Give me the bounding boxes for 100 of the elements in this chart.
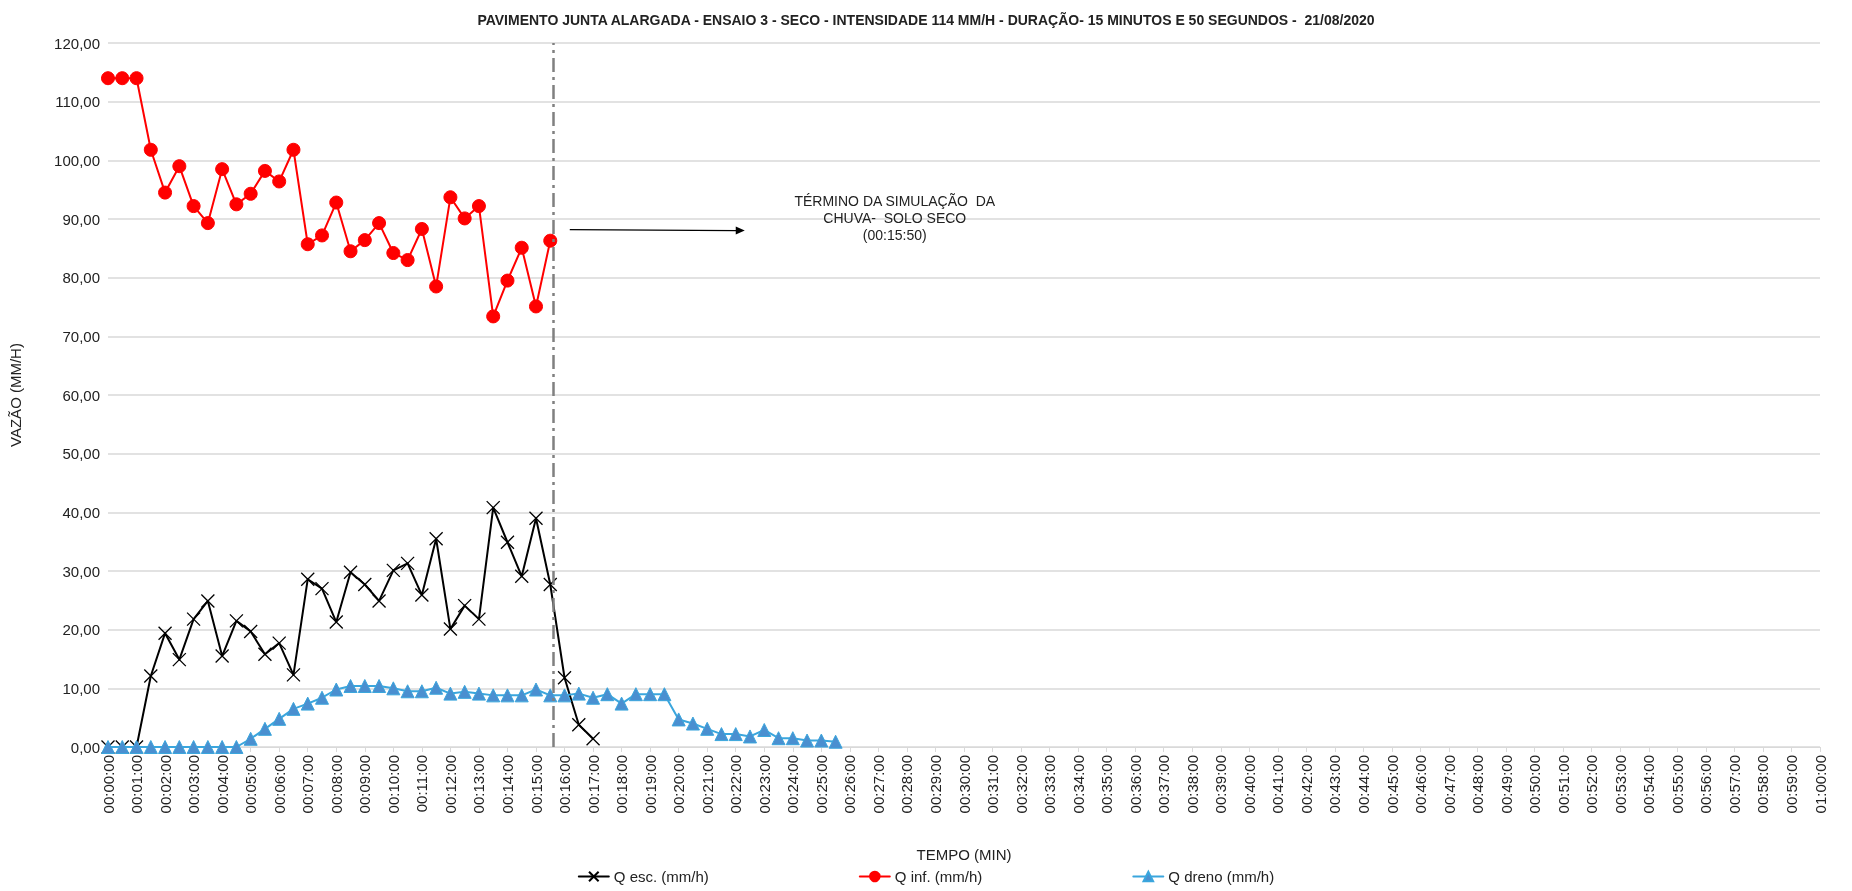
x-tick-label: 00:11:00 bbox=[413, 755, 431, 813]
point bbox=[286, 701, 301, 716]
x-tick-label: 00:06:00 bbox=[270, 755, 288, 814]
point bbox=[571, 686, 586, 701]
y-tick-label: 80,00 bbox=[62, 269, 100, 287]
point bbox=[671, 712, 686, 727]
point bbox=[457, 598, 472, 613]
point bbox=[300, 696, 315, 711]
x-tick-label: 00:15:00 bbox=[527, 755, 545, 814]
point bbox=[186, 740, 201, 754]
x-tick-label: 00:31:00 bbox=[984, 755, 1002, 814]
y-tick-label: 40,00 bbox=[62, 503, 100, 521]
point bbox=[743, 729, 757, 744]
y-tick-label: 110,00 bbox=[55, 93, 100, 111]
point bbox=[414, 684, 429, 699]
point bbox=[571, 717, 586, 732]
x-tick-label: 00:20:00 bbox=[670, 755, 688, 814]
point bbox=[614, 696, 629, 711]
x-tick-label: 00:54:00 bbox=[1640, 755, 1658, 814]
point bbox=[386, 246, 401, 261]
point bbox=[757, 722, 772, 737]
x-tick-label: 00:44:00 bbox=[1354, 755, 1372, 814]
x-tick-label: 01:00:00 bbox=[1811, 755, 1829, 814]
point bbox=[429, 680, 444, 695]
x-tick-label: 00:49:00 bbox=[1497, 755, 1515, 814]
point bbox=[471, 686, 486, 701]
point bbox=[785, 731, 800, 746]
point bbox=[243, 186, 258, 201]
point bbox=[329, 614, 344, 630]
x-tick-label: 00:43:00 bbox=[1326, 755, 1344, 814]
point bbox=[314, 581, 330, 596]
y-tick-label: 30,00 bbox=[62, 562, 100, 580]
y-tick-label: 70,00 bbox=[62, 327, 100, 345]
point bbox=[514, 240, 529, 255]
x-tick-label: 00:13:00 bbox=[470, 755, 488, 814]
y-tick-label: 90,00 bbox=[62, 210, 100, 228]
point bbox=[443, 621, 458, 637]
point bbox=[300, 572, 315, 587]
point bbox=[400, 684, 415, 699]
x-tick-label: 00:57:00 bbox=[1725, 755, 1743, 814]
point bbox=[528, 511, 544, 526]
point bbox=[557, 670, 572, 685]
point bbox=[200, 740, 215, 754]
point bbox=[486, 309, 501, 324]
point bbox=[414, 587, 430, 603]
point bbox=[329, 195, 344, 210]
x-tick-label: 00:48:00 bbox=[1469, 755, 1487, 814]
y-tick-label: 100,00 bbox=[54, 151, 100, 169]
point bbox=[386, 563, 401, 578]
point bbox=[643, 687, 658, 702]
x-tick-label: 00:08:00 bbox=[327, 755, 345, 814]
x-tick-label: 00:29:00 bbox=[926, 755, 944, 814]
point bbox=[172, 159, 187, 174]
x-tick-label: 00:34:00 bbox=[1069, 755, 1087, 814]
point bbox=[214, 648, 230, 664]
x-tick-label: 00:41:00 bbox=[1269, 755, 1287, 814]
legend-label: Q dreno (mm/h) bbox=[1168, 868, 1275, 885]
point bbox=[414, 221, 429, 236]
x-tick-label: 00:19:00 bbox=[641, 755, 659, 814]
point bbox=[357, 233, 372, 248]
x-tick-label: 00:01:00 bbox=[128, 755, 146, 814]
chart-title: PAVIMENTO JUNTA ALARGADA - ENSAIO 3 - SECO - INTENSIDADE 114 MM/H - DURAÇÃO- 15 MINUTOS E 50 SEGUNDOS - 21/08/2020 bbox=[477, 11, 1375, 28]
x-tick-label: 00:24:00 bbox=[784, 755, 802, 814]
point bbox=[343, 244, 358, 259]
point bbox=[557, 688, 572, 703]
y-axis-title: VAZÃO (MM/H) bbox=[7, 343, 24, 447]
point bbox=[529, 299, 543, 314]
x-tick-label: 00:46:00 bbox=[1412, 755, 1430, 814]
y-tick-label: 50,00 bbox=[62, 445, 100, 463]
legend-label: Q inf. (mm/h) bbox=[894, 868, 983, 885]
point bbox=[300, 237, 315, 252]
legend-label: Q esc. (mm/h) bbox=[613, 868, 709, 885]
point bbox=[500, 273, 515, 288]
x-tick-label: 00:33:00 bbox=[1041, 755, 1059, 814]
point bbox=[586, 690, 601, 705]
point bbox=[157, 626, 173, 641]
x-tick-label: 00:51:00 bbox=[1554, 755, 1572, 814]
point bbox=[486, 688, 501, 703]
point bbox=[101, 71, 115, 86]
point bbox=[200, 216, 215, 231]
x-tick-label: 00:04:00 bbox=[213, 755, 231, 814]
point bbox=[272, 636, 287, 651]
point bbox=[357, 577, 372, 592]
point bbox=[172, 652, 187, 667]
x-tick-label: 00:22:00 bbox=[727, 755, 745, 814]
point bbox=[500, 535, 515, 550]
point bbox=[400, 253, 415, 268]
x-tick-label: 00:12:00 bbox=[441, 755, 459, 814]
point bbox=[828, 734, 843, 749]
point bbox=[257, 721, 272, 736]
point bbox=[143, 668, 158, 684]
point bbox=[257, 647, 273, 662]
x-tick-label: 00:26:00 bbox=[841, 755, 859, 814]
x-tick-label: 00:39:00 bbox=[1212, 755, 1230, 814]
x-tick-label: 00:40:00 bbox=[1240, 755, 1258, 814]
x-tick-label: 00:16:00 bbox=[556, 755, 574, 814]
point bbox=[129, 71, 144, 86]
point bbox=[215, 162, 230, 177]
point bbox=[529, 682, 543, 697]
point bbox=[400, 556, 415, 571]
